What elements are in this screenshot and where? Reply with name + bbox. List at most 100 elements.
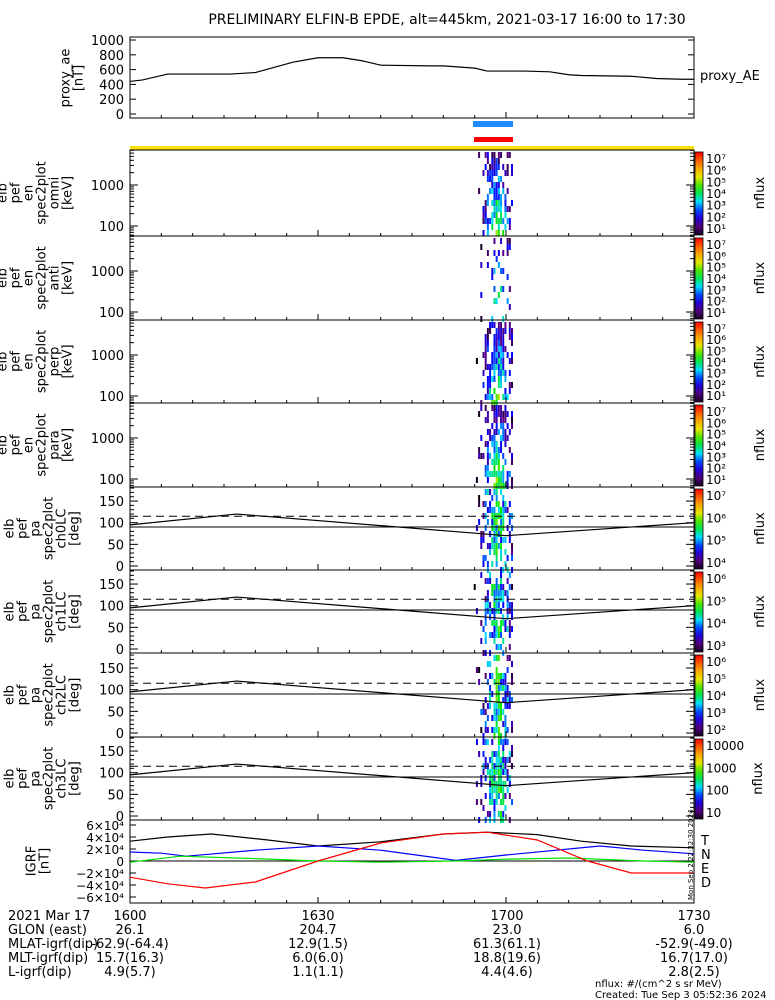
- y-axis-label-line: ch0LC: [55, 509, 70, 549]
- spectrogram-pixel: [506, 769, 509, 775]
- x-tick-label: 1700: [490, 909, 523, 924]
- ephemeris-value: -62.9(-64.4): [91, 937, 168, 952]
- spectrogram-pixel: [495, 447, 498, 453]
- igrf-legend-T: T: [700, 834, 709, 849]
- colorbar-label: nflux: [753, 595, 768, 628]
- spectrogram-pixel: [493, 775, 496, 781]
- spectrogram-pixel: [493, 364, 496, 370]
- spectrogram-pixel: [484, 620, 487, 626]
- spectrogram-pixel: [482, 218, 485, 224]
- y-axis-label-line: ch3LC: [55, 759, 70, 799]
- spectrogram-pixel: [491, 182, 494, 188]
- spectrogram-pixel: [486, 489, 489, 495]
- igrf-N-line: [129, 845, 695, 862]
- spectrogram-pixel: [491, 739, 494, 745]
- y-axis-label-line: elb: [3, 519, 18, 539]
- spectrogram-pixel: [484, 441, 487, 447]
- spectrogram-pixel: [497, 164, 500, 170]
- spectrogram-pixel: [511, 584, 514, 590]
- spectrogram-pixel: [493, 614, 496, 620]
- colorbar-label-text: nflux: [753, 429, 768, 462]
- spectrogram-pixel: [482, 703, 485, 709]
- spectrogram-pixel: [504, 703, 507, 709]
- colorbar-tick-label: 10⁵: [706, 594, 726, 608]
- spectrogram-pixel: [495, 483, 498, 489]
- spectrogram-pixel: [495, 495, 498, 501]
- spectrogram-pixel: [486, 465, 489, 471]
- spectrogram-pixel: [475, 667, 478, 673]
- spectrogram-pixel: [500, 608, 503, 614]
- colorbar-tick-label: 10⁴: [706, 272, 726, 286]
- spectrogram-pixel: [489, 632, 492, 638]
- spectrogram-pixel: [493, 733, 496, 739]
- spectrogram-pixel: [495, 441, 498, 447]
- spectrogram-pixel: [508, 775, 511, 781]
- y-axis-label-line: [keV]: [61, 428, 76, 462]
- spectrogram-pixel: [491, 152, 494, 158]
- colorbar-tick-label: 10⁴: [706, 617, 726, 631]
- spectrogram-pixel: [497, 224, 500, 230]
- spectrogram-pixel: [491, 673, 494, 679]
- y-axis-label-line: para: [48, 430, 63, 460]
- y-axis-label-line: elb: [0, 352, 11, 372]
- y-axis-label-line: pef: [9, 434, 24, 455]
- spectrogram-pixel: [493, 370, 496, 376]
- spectrogram-pixel: [497, 733, 500, 739]
- spectrogram-pixel: [482, 230, 485, 236]
- spectrogram-pixel: [502, 501, 505, 507]
- y-tick-label: 50: [107, 538, 124, 553]
- spectrogram-pixel: [506, 471, 509, 477]
- spectrogram-pixel: [500, 423, 503, 429]
- spectrogram-pixel: [497, 262, 500, 268]
- ephemeris-row-label: L-igrf(dip): [8, 965, 72, 980]
- spectrogram-pixel: [500, 787, 503, 793]
- spectrogram-pixel: [511, 417, 514, 423]
- spectrogram-pixel: [493, 188, 496, 194]
- y-axis-label-line: pef: [9, 267, 24, 288]
- spectrogram-pixel: [508, 519, 511, 525]
- colorbar-tick-label: 10⁵: [706, 672, 726, 686]
- panel-frame: [129, 235, 695, 321]
- spectrogram-pixel: [495, 793, 498, 799]
- spectrogram-pixel: [506, 578, 509, 584]
- spectrogram-pixel: [502, 218, 505, 224]
- spectrogram-pixel: [493, 411, 496, 417]
- spectrogram-pixel: [491, 775, 494, 781]
- spectrogram-pixel: [486, 218, 489, 224]
- spectrogram-pixel: [486, 250, 489, 256]
- spectrogram-pixel: [497, 811, 500, 817]
- spectrogram-pixel: [504, 394, 507, 400]
- colorbar-tick-label: 10⁷: [706, 238, 726, 252]
- spectrogram-pixel: [482, 537, 485, 543]
- colorbar-tick-label: 10³: [706, 706, 726, 720]
- spectrogram-pixel: [506, 655, 509, 661]
- spectrogram-pixel: [486, 176, 489, 182]
- spectrogram-pixel: [500, 346, 503, 352]
- y-tick-label: 100: [99, 390, 124, 405]
- spectrogram-pixel: [491, 200, 494, 206]
- spectrogram-pixel: [500, 757, 503, 763]
- spectrogram-pixel: [484, 352, 487, 358]
- spectrogram-pixel: [504, 405, 507, 411]
- spectrogram-pixel: [486, 152, 489, 158]
- spectrogram-pixel: [493, 212, 496, 218]
- spectrogram-pixel: [500, 352, 503, 358]
- spectrogram-pixel: [508, 322, 511, 328]
- spectrogram-pixel: [511, 727, 514, 733]
- spectrogram-pixel: [482, 352, 485, 358]
- y-tick-label: 2×10⁴: [86, 843, 124, 857]
- spectrogram-pixel: [500, 525, 503, 531]
- spectrogram-pixel: [491, 176, 494, 182]
- spectrogram-pixel: [502, 638, 505, 644]
- spectrogram-pixel: [500, 578, 503, 584]
- y-axis-label-line: en: [22, 437, 37, 453]
- spectrogram-pixel: [491, 537, 494, 543]
- spectrogram-pixel: [495, 673, 498, 679]
- spectrogram-pixel: [484, 673, 487, 679]
- spectrogram-pixel: [502, 230, 505, 236]
- spectrogram-pixel: [493, 537, 496, 543]
- spectrogram-pixel: [482, 626, 485, 632]
- colorbar-tick-label: 10⁷: [706, 152, 726, 166]
- spectrogram-pixel: [491, 170, 494, 176]
- spectrogram-pixel: [495, 358, 498, 364]
